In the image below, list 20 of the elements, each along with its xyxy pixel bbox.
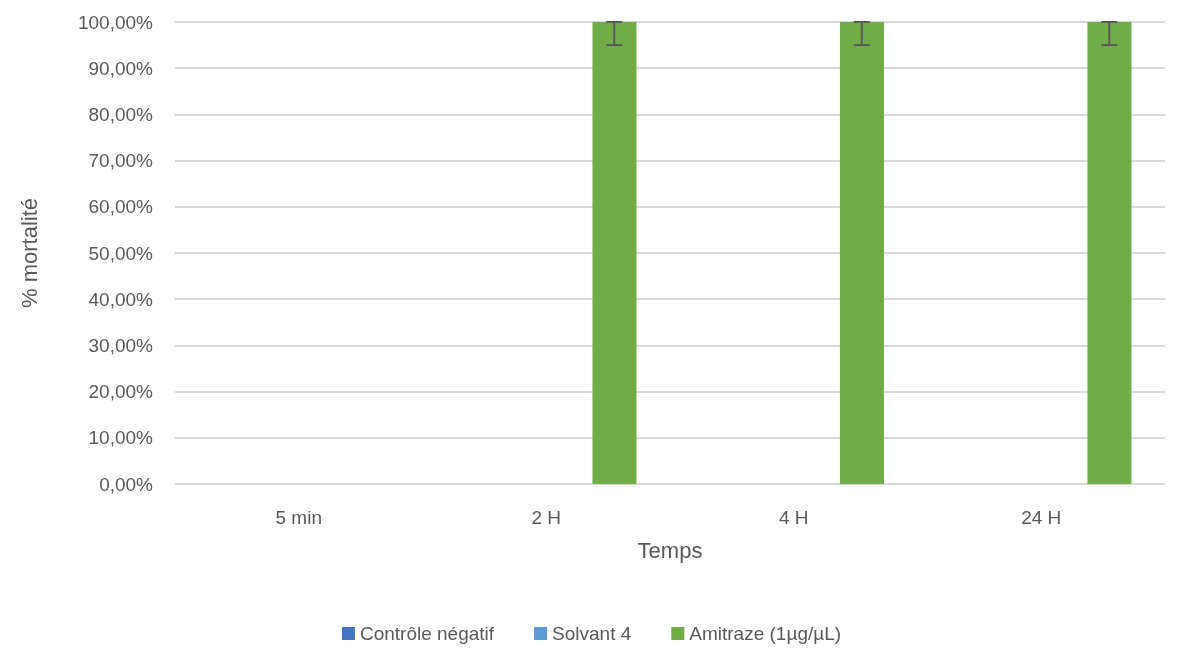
y-tick-label: 10,00% [88,427,154,449]
y-axis-title: % mortalité [16,197,42,309]
x-axis-title: Temps [637,537,703,563]
y-tick-label: 0,00% [99,473,154,495]
x-tick-label: 24 H [1021,507,1062,528]
y-tick-label: 60,00% [88,196,154,218]
x-tick-label: 4 H [778,507,809,528]
y-tick-label: 30,00% [88,334,154,356]
y-tick-label: 100,00% [77,11,154,33]
legend-label: Amitraze (1µg/µL) [689,623,842,644]
y-tick-label: 50,00% [88,242,154,264]
y-tick-label: 90,00% [88,57,154,79]
y-tick-label: 80,00% [88,103,154,125]
x-tick-label: 5 min [275,507,322,528]
legend-label: Solvant 4 [552,623,632,644]
legend-label: Contrôle négatif [359,623,495,644]
x-tick-label: 2 H [531,507,562,528]
y-tick-label: 70,00% [88,150,154,172]
y-tick-label: 20,00% [88,381,154,403]
y-tick-label: 40,00% [88,288,154,310]
